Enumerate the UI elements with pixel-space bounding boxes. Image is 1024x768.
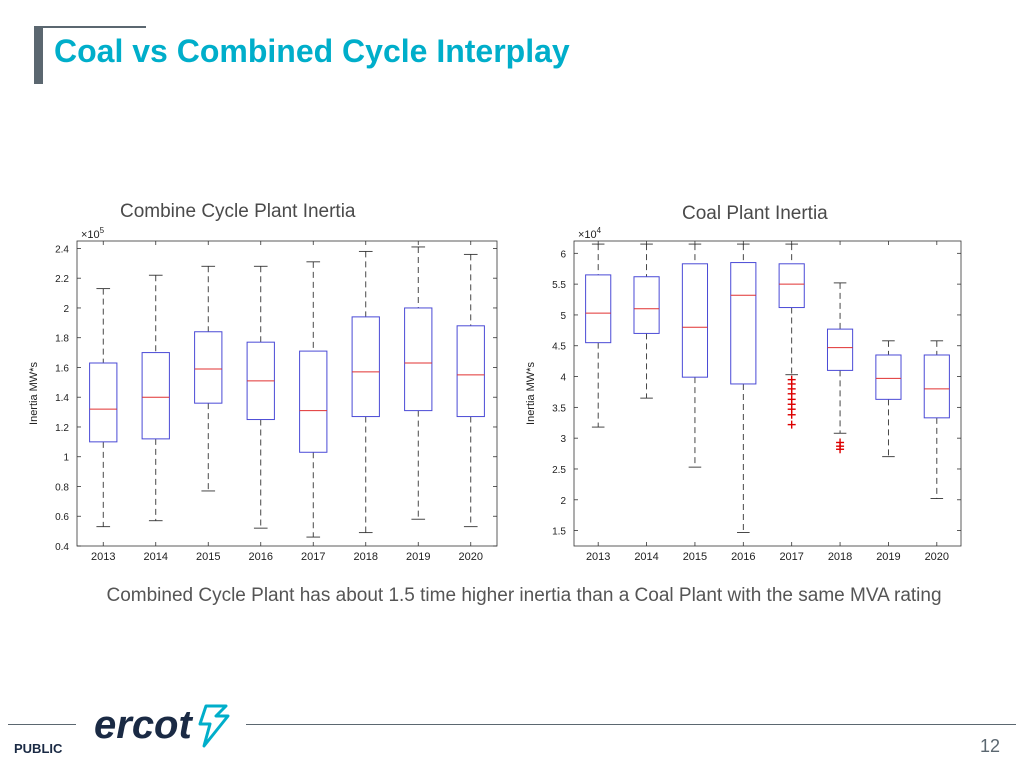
coal-xtick-label: 2013 [586,551,610,563]
coal-box-2014 [633,276,660,334]
coal-box-2018 [826,328,854,371]
cc-plot-frame [76,240,498,547]
cc-box-2018 [351,316,380,418]
cc-ytick-label: 1.4 [55,393,69,404]
coal-xtick-label: 2014 [634,551,658,563]
cc-exponent-label: ×105 [81,226,105,241]
coal-plot-frame [573,240,962,547]
cc-box-2017 [299,350,328,453]
coal-outlier-marker [787,420,796,429]
cc-box-2014 [141,352,170,440]
cc-ylabel: Inertia MW*s [28,362,40,425]
cc-ytick-label: 1 [63,453,69,464]
coal-ytick-label: 5.5 [552,280,566,291]
coal-xtick-label: 2015 [683,551,707,563]
coal-outlier-marker [787,410,796,419]
coal-ytick-label: 4.5 [552,342,566,353]
coal-xtick-label: 2018 [828,551,852,563]
slide-title: Coal vs Combined Cycle Interplay [54,33,570,69]
coal-ytick-label: 2 [560,496,566,507]
cc-xtick-label: 2014 [144,551,168,563]
coal-xtick-label: 2017 [779,551,803,563]
coal-ytick-label: 3 [560,434,566,445]
coal-exponent-label: ×104 [578,226,602,241]
cc-xtick-label: 2019 [406,551,430,563]
cc-ytick-label: 1.2 [55,423,69,434]
coal-xtick-label: 2016 [731,551,755,563]
title-accent-left [34,26,43,84]
page-number: 12 [979,736,1000,756]
cc-ytick-label: 0.6 [55,512,69,523]
cc-ytick-label: 1.8 [55,334,69,345]
right-chart-title: Coal Plant Inertia [682,203,828,224]
cc-xtick-label: 2016 [249,551,273,563]
coal-box-2017 [778,263,805,309]
cc-ytick-label: 1.6 [55,363,69,374]
coal-xtick-label: 2020 [925,551,949,563]
left-chart-title: Combine Cycle Plant Inertia [120,201,356,222]
cc-xtick-label: 2020 [459,551,483,563]
coal-xtick-label: 2019 [876,551,900,563]
coal-outlier-marker [836,445,845,454]
coal-ytick-label: 2.5 [552,465,566,476]
cc-box-2020 [456,325,485,418]
cc-xtick-label: 2017 [301,551,325,563]
title-accent-top [34,26,146,28]
footer-public-label: PUBLIC [14,741,63,756]
coal-ytick-label: 1.5 [552,527,566,538]
cc-xtick-label: 2018 [354,551,378,563]
coal-ytick-label: 5 [560,311,566,322]
coal-ytick-label: 6 [560,249,566,260]
coal-ytick-label: 3.5 [552,403,566,414]
cc-ytick-label: 2.4 [55,244,69,255]
cc-ytick-label: 0.4 [55,542,69,553]
coal-box-2015 [681,263,709,378]
coal-box-2016 [730,262,757,385]
cc-ytick-label: 2.2 [55,274,69,285]
cc-xtick-label: 2013 [91,551,115,563]
footer-divider-right [246,724,1016,725]
coal-box-2013 [585,274,612,344]
cc-ytick-label: 0.8 [55,482,69,493]
cc-box-2015 [194,331,223,404]
coal-ylabel: Inertia MW*s [525,362,537,425]
slide-caption: Combined Cycle Plant has about 1.5 time … [106,585,942,606]
footer-divider-left [8,724,76,725]
coal-ytick-label: 4 [560,373,566,384]
cc-ytick-label: 2 [63,304,69,315]
cc-box-2013 [89,362,118,443]
coal-box-2019 [875,354,902,400]
cc-box-2019 [404,307,433,412]
ercot-logo-text: ercot [94,703,193,747]
coal-box-2020 [923,354,950,419]
ercot-logo: ercot [94,703,230,748]
cc-xtick-label: 2015 [196,551,220,563]
